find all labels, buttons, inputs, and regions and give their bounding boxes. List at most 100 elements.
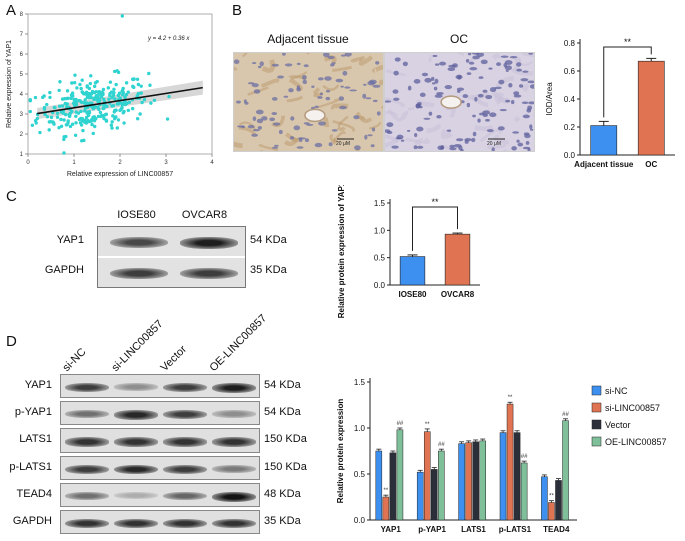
- scatter-a-point: [105, 104, 109, 109]
- scatter-a-point: [147, 71, 151, 76]
- blot-d-lane-label: OE-LINC00857: [207, 312, 270, 374]
- scatter-a-point: [110, 104, 114, 108]
- microA-fiber: [286, 95, 304, 103]
- scatter-a-point: [167, 94, 171, 99]
- microA-nucleus: [303, 64, 309, 68]
- microA-fiber: [322, 116, 330, 128]
- scatter-a-point: [113, 97, 117, 101]
- blot-d-row-label: p-YAP1: [14, 406, 52, 419]
- scatter-a-point: [69, 96, 73, 101]
- bar-d-ytick-label: 1.0: [354, 424, 366, 433]
- blot-d-band: [212, 437, 256, 447]
- microB-nucleus: [509, 55, 518, 59]
- bar-c-category-label: OVCAR8: [441, 290, 475, 299]
- scatter-a-point: [108, 93, 112, 98]
- microB-fiber: [385, 69, 406, 77]
- microA-nucleus: [322, 53, 330, 58]
- microB-fiber: [518, 57, 533, 66]
- microA-nucleus: [368, 79, 377, 85]
- scatter-a-point: [80, 117, 85, 121]
- scatter-a-regression-line: [37, 86, 203, 115]
- microB-fiber: [385, 97, 405, 108]
- microA-fiber: [336, 126, 346, 132]
- scatter-a-point: [38, 130, 42, 135]
- microA-nucleus: [283, 95, 289, 98]
- microB-nucleus: [488, 67, 493, 70]
- blot-d-row-label: YAP1: [24, 379, 52, 391]
- microB-fiber: [491, 53, 501, 61]
- scatter-a-point: [94, 90, 98, 94]
- scatter-a-point: [93, 105, 97, 109]
- scatter-a-point: [49, 115, 54, 120]
- scatter-a-point: [110, 126, 114, 130]
- scatter-a-point: [135, 94, 140, 98]
- blot-d-strip: [60, 510, 260, 535]
- microB-fiber: [514, 116, 521, 122]
- scatter-a-point: [116, 70, 121, 75]
- microB-nucleus: [471, 137, 476, 143]
- microB-fiber: [407, 106, 415, 111]
- microB-nucleus: [517, 142, 524, 147]
- microB-nucleus: [513, 94, 522, 98]
- microA-nucleus: [252, 61, 257, 65]
- scatter-a-xtick-label: 4: [210, 160, 214, 166]
- microA-nucleus: [349, 89, 358, 92]
- microB-fiber: [521, 53, 534, 58]
- blot-d-strip: [60, 455, 260, 480]
- microB-nucleus: [516, 139, 520, 143]
- bar-b-ytick-label: 0.4: [564, 95, 576, 104]
- microB-nucleus: [482, 89, 488, 93]
- blot-d-band: [163, 519, 207, 529]
- scatter-a-point: [89, 119, 93, 123]
- microA-nucleus: [319, 92, 324, 96]
- scatter-a-point: [106, 86, 111, 90]
- microB-nucleus: [428, 111, 433, 116]
- bar-d-bar: [389, 452, 397, 521]
- microA-nucleus: [257, 125, 263, 130]
- microA-nucleus: [296, 146, 304, 149]
- microA-nucleus: [255, 109, 264, 115]
- microA-nucleus: [288, 88, 294, 93]
- microB-nucleus: [448, 64, 456, 68]
- blot-d-kda-label: 48 KDa: [264, 487, 301, 500]
- microA-nucleus: [318, 121, 326, 126]
- scatter-a-point: [152, 98, 157, 103]
- microB-nucleus: [392, 89, 399, 94]
- scatter-a-point: [99, 114, 103, 119]
- microA-fiber: [318, 98, 341, 109]
- scatter-a-ytick-label: 8: [20, 12, 24, 18]
- microA-nucleus: [257, 65, 262, 69]
- microB-nucleus: [497, 126, 505, 131]
- microB-nucleus: [456, 138, 464, 142]
- blot-d-row-label: GAPDH: [12, 515, 52, 527]
- microA-fiber: [238, 126, 257, 136]
- blot-d-kda-labels: 54 KDa 54 KDa 150 KDa 150 KDa 48 KDa 35 KDa: [264, 374, 324, 537]
- microB-nucleus: [462, 94, 469, 99]
- blot-d-lane-label: si-NC: [60, 346, 89, 374]
- microA-nucleus: [290, 116, 295, 121]
- microB-nucleus: [522, 114, 530, 119]
- microB-nucleus: [529, 124, 533, 130]
- microB-nucleus: [508, 83, 513, 88]
- scatter-a-point: [28, 97, 32, 102]
- microA-fiber: [358, 55, 374, 66]
- scatter-a-ytick-label: 4: [20, 92, 24, 98]
- microA-nucleus: [353, 115, 360, 120]
- blot-d-band: [65, 410, 109, 419]
- microA-nucleus: [371, 127, 376, 132]
- microB-nucleus: [469, 67, 478, 71]
- microB-nucleus: [433, 86, 438, 91]
- microB-nucleus: [500, 55, 509, 58]
- blot-d-kda-label: 54 KDa: [264, 379, 301, 391]
- blot-d-strip: [60, 428, 260, 453]
- blot-d-lane-labels: si-NC si-LINC00857 Vector OE-LINC00857: [55, 312, 270, 375]
- microB-nucleus: [393, 70, 399, 76]
- scatter-a-point: [98, 110, 103, 115]
- microB-nucleus: [512, 131, 520, 134]
- scatter-a-point: [85, 101, 89, 105]
- microB-nucleus: [485, 94, 493, 100]
- microA-nucleus: [253, 89, 261, 94]
- microB-nucleus: [499, 108, 507, 112]
- scatter-a-point: [48, 95, 52, 100]
- microA-nucleus: [302, 79, 308, 85]
